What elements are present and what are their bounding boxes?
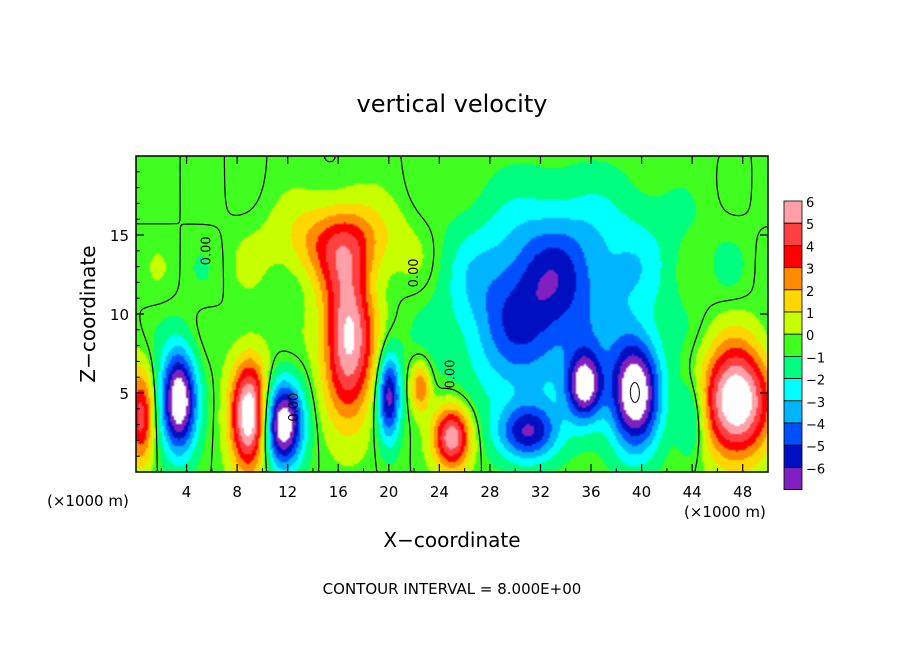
colorbar-swatch — [783, 466, 803, 490]
x-unit-right: (×1000 m) — [684, 503, 766, 521]
x-tick-label: 4 — [182, 483, 192, 501]
zero-contour-lines — [137, 156, 768, 472]
y-tick-label: 15 — [110, 227, 129, 245]
colorbar-swatch — [783, 244, 803, 268]
contour-interval-footer: CONTOUR INTERVAL = 8.000E+00 — [323, 580, 582, 598]
x-tick-label: 48 — [733, 483, 752, 501]
x-tick-label: 40 — [632, 483, 651, 501]
colorbar-label: −1 — [806, 351, 825, 366]
x-tick-label: 44 — [683, 483, 702, 501]
contour-label: 0.00 — [287, 393, 302, 422]
colorbar-label: −6 — [806, 462, 825, 477]
x-axis: 4 8 12 16 20 24 28 32 36 40 44 48 — [160, 156, 752, 501]
colorbar-label: 1 — [806, 307, 814, 322]
contour-label: 0.00 — [444, 360, 459, 389]
colorbar-label: 5 — [806, 218, 814, 233]
x-tick-label: 16 — [329, 483, 348, 501]
chart-title: vertical velocity — [357, 90, 548, 118]
x-tick-label: 8 — [232, 483, 242, 501]
colorbar-swatch — [783, 289, 803, 313]
plot-area: 0.00 0.00 0.00 0.00 — [135, 155, 769, 473]
y-tick-label: 10 — [110, 306, 129, 324]
colorbar-swatch — [783, 200, 803, 224]
x-tick-label: 24 — [430, 483, 449, 501]
x-tick-label: 12 — [278, 483, 297, 501]
colorbar-label: −5 — [806, 440, 825, 455]
colorbar-swatch — [783, 444, 803, 468]
colorbar-label: −4 — [806, 418, 825, 433]
x-tick-label: 36 — [581, 483, 600, 501]
colorbar-swatch — [783, 311, 803, 335]
y-tick-label: 5 — [119, 385, 129, 403]
colorbar-swatch — [783, 378, 803, 402]
colorbar-swatch — [783, 267, 803, 291]
colorbar-label: −3 — [806, 396, 825, 411]
colorbar-label: 6 — [806, 196, 814, 211]
x-tick-label: 32 — [531, 483, 550, 501]
negative-contour — [629, 382, 640, 404]
colorbar-label: −2 — [806, 374, 825, 389]
colorbar-label: 4 — [806, 240, 814, 255]
x-unit-left: (×1000 m) — [47, 492, 129, 510]
colorbar-label: 0 — [806, 329, 814, 344]
colorbar-swatch — [783, 422, 803, 446]
contour-labels: 0.00 0.00 0.00 0.00 — [200, 236, 459, 421]
x-axis-label: X−coordinate — [383, 528, 520, 552]
velocity-field-heatmap — [136, 156, 768, 472]
zero-contour — [137, 156, 768, 472]
contour-label: 0.00 — [200, 236, 215, 265]
x-tick-label: 28 — [480, 483, 499, 501]
colorbar-swatch — [783, 400, 803, 424]
colorbar-swatch — [783, 222, 803, 246]
contour-label: 0.00 — [407, 258, 422, 287]
colorbar-swatch — [783, 355, 803, 379]
y-axis: 5 10 15 — [110, 171, 768, 457]
colorbar: 6 5 4 3 2 1 0 −1 −2 −3 −4 −5 −6 — [783, 196, 825, 490]
colorbar-label: 2 — [806, 285, 814, 300]
colorbar-swatch — [783, 333, 803, 357]
x-tick-label: 20 — [379, 483, 398, 501]
y-axis-label: Z−coordinate — [76, 245, 100, 382]
colorbar-label: 3 — [806, 263, 814, 278]
